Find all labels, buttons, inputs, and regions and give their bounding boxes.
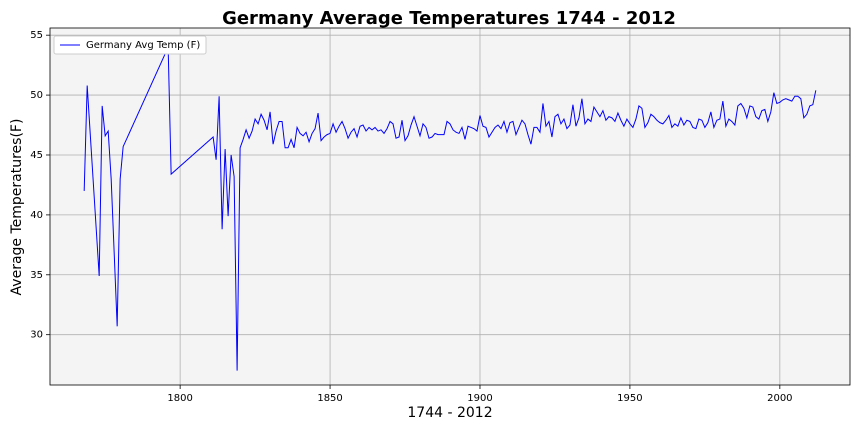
x-tick-label: 1900 [467, 393, 492, 404]
x-tick-label: 1850 [317, 393, 342, 404]
y-tick-label: 30 [30, 330, 43, 341]
x-tick-label: 1950 [617, 393, 642, 404]
plot-area [50, 28, 850, 385]
chart-title: Germany Average Temperatures 1744 - 2012 [222, 8, 676, 29]
legend-box [53, 35, 207, 55]
y-tick-label: 55 [30, 30, 43, 41]
plot-frame [49, 27, 851, 386]
y-tick-label: 50 [30, 90, 43, 101]
y-tick-label: 35 [30, 270, 43, 281]
y-axis-label: Average Temperatures(F) [9, 119, 25, 296]
x-axis-label: 1744 - 2012 [407, 405, 492, 421]
x-tick-label: 1800 [167, 393, 192, 404]
y-tick-label: 45 [30, 150, 43, 161]
y-tick-label: 40 [30, 210, 43, 221]
data-line [83, 46, 817, 371]
x-tick-label: 2000 [767, 393, 792, 404]
legend-label: Germany Avg Temp (F) [86, 40, 200, 51]
